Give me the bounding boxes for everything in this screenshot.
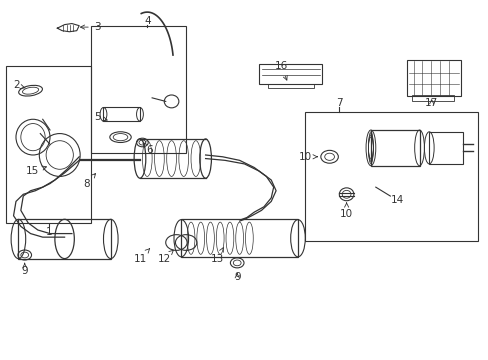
Bar — [407, 60, 460, 96]
Text: 4: 4 — [143, 16, 150, 26]
Text: 9: 9 — [21, 263, 28, 276]
Text: 17: 17 — [424, 98, 437, 108]
Text: 2: 2 — [13, 80, 25, 90]
Text: 12: 12 — [157, 250, 173, 264]
Text: 1: 1 — [46, 227, 52, 237]
Bar — [91, 26, 186, 153]
Text: 10: 10 — [339, 203, 352, 219]
Text: 8: 8 — [83, 174, 95, 189]
Bar — [181, 219, 297, 257]
Text: 9: 9 — [233, 272, 240, 282]
Text: 16: 16 — [274, 61, 287, 80]
Bar — [259, 64, 322, 84]
Text: 5: 5 — [94, 112, 107, 122]
Bar — [103, 108, 140, 121]
Text: 13: 13 — [211, 248, 224, 264]
Text: 15: 15 — [26, 166, 46, 176]
Text: 7: 7 — [335, 98, 342, 108]
Bar — [428, 132, 462, 164]
Bar — [6, 66, 91, 223]
Text: 14: 14 — [390, 195, 404, 204]
Bar — [305, 112, 477, 241]
Bar — [411, 95, 453, 102]
Bar — [19, 219, 111, 258]
Bar — [370, 130, 419, 166]
Text: 6: 6 — [143, 143, 153, 155]
Text: 11: 11 — [133, 249, 149, 264]
Text: 3: 3 — [81, 22, 100, 32]
Bar — [267, 84, 313, 88]
Text: 10: 10 — [298, 152, 317, 162]
